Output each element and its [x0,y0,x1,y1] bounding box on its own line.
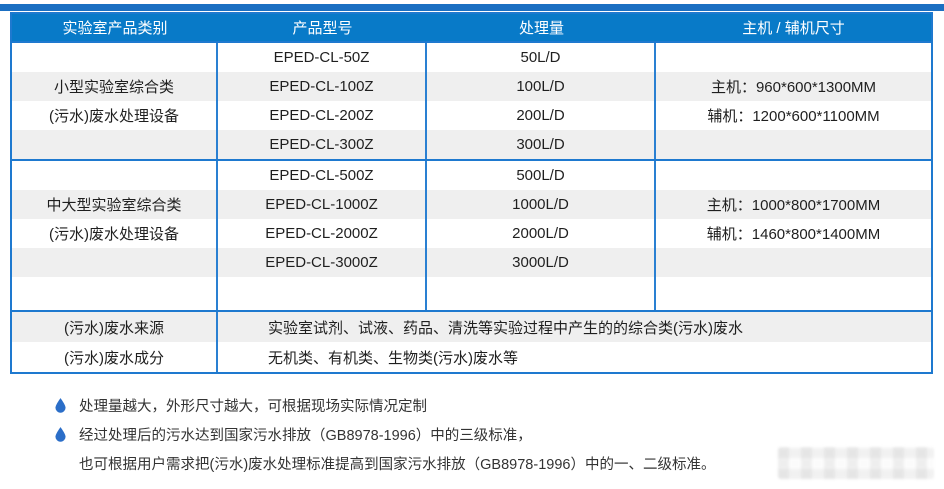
size-cell: 主机：1000*800*1700MM [706,197,881,214]
table-row: (污水)废水处理设备 EPED-CL-200Z 200L/D 辅机：1200*6… [12,101,931,130]
model-cell: EPED-CL-500Z [218,161,427,190]
table-row: EPED-CL-50Z 50L/D [12,43,931,72]
table-row: (污水)废水处理设备 EPED-CL-2000Z 2000L/D 辅机：1460… [12,219,931,248]
capacity-cell: 50L/D [427,43,656,72]
note-text: 也可根据用户需求把(污水)废水处理标准提高到国家污水排放（GB8978-1996… [79,457,716,473]
table-group-midlarge-lab: EPED-CL-500Z 500L/D 中大型实验室综合类 EPED-CL-10… [12,159,931,310]
size-cell: 辅机：1200*600*1100MM [707,108,880,125]
header-cell-model: 产品型号 [292,20,353,37]
info-row-source: (污水)废水来源 实验室试剂、试液、药品、清洗等实验过程中产生的的综合类(污水)… [12,312,931,342]
category-cell: 中大型实验室综合类 [12,190,218,219]
model-cell: EPED-CL-3000Z [218,248,427,277]
capacity-cell: 200L/D [427,101,656,130]
category-cell: (污水)废水处理设备 [12,219,218,248]
model-cell [218,277,427,310]
top-decor-bar [0,4,944,11]
capacity-cell: 3000L/D [427,248,656,277]
droplet-icon [55,398,66,413]
capacity-cell: 2000L/D [427,219,656,248]
info-label: (污水)废水来源 [12,312,218,342]
header-cell-size: 主机 / 辅机尺寸 [742,20,845,37]
note-item-continuation: 也可根据用户需求把(污水)废水处理标准提高到国家污水排放（GB8978-1996… [55,449,915,478]
note-text: 经过处理后的污水达到国家污水排放（GB8978-1996）中的三级标准， [79,428,532,444]
capacity-cell: 500L/D [427,161,656,190]
info-row-composition: (污水)废水成分 无机类、有机类、生物类(污水)废水等 [12,342,931,372]
size-cell: 辅机：1460*800*1400MM [706,226,881,243]
table-info-section: (污水)废水来源 实验室试剂、试液、药品、清洗等实验过程中产生的的综合类(污水)… [12,310,931,372]
size-cell: 主机：960*600*1300MM [710,79,877,96]
model-cell: EPED-CL-2000Z [218,219,427,248]
model-cell: EPED-CL-50Z [218,43,427,72]
info-label: (污水)废水成分 [12,342,218,372]
category-cell: (污水)废水处理设备 [12,101,218,130]
blurred-watermark [778,447,934,479]
category-cell [12,161,218,190]
table-row: EPED-CL-500Z 500L/D [12,161,931,190]
category-cell [12,248,218,277]
model-cell: EPED-CL-1000Z [218,190,427,219]
droplet-icon [55,427,66,442]
note-text: 处理量越大，外形尺寸越大，可根据现场实际情况定制 [79,399,427,415]
category-cell: 小型实验室综合类 [12,72,218,101]
size-cell [656,248,931,277]
info-value: 实验室试剂、试液、药品、清洗等实验过程中产生的的综合类(污水)废水 [268,319,743,337]
table-row: 小型实验室综合类 EPED-CL-100Z 100L/D 主机：960*600*… [12,72,931,101]
table-row-empty [12,277,931,310]
note-item: 处理量越大，外形尺寸越大，可根据现场实际情况定制 [55,391,915,420]
model-cell: EPED-CL-100Z [218,72,427,101]
capacity-cell: 300L/D [427,130,656,159]
size-cell [656,130,931,159]
header-cell-category: 实验室产品类别 [62,20,168,37]
table-row: 中大型实验室综合类 EPED-CL-1000Z 1000L/D 主机：1000*… [12,190,931,219]
size-cell [656,277,931,310]
table-row: EPED-CL-300Z 300L/D [12,130,931,159]
size-cell [656,43,931,72]
size-cell [656,161,931,190]
product-spec-table: 实验室产品类别 产品型号 处理量 主机 / 辅机尺寸 EPED-CL-50Z 5… [10,12,933,374]
capacity-cell [427,277,656,310]
model-cell: EPED-CL-200Z [218,101,427,130]
table-row: EPED-CL-3000Z 3000L/D [12,248,931,277]
category-cell [12,277,218,310]
header-cell-capacity: 处理量 [518,20,564,37]
table-group-small-lab: EPED-CL-50Z 50L/D 小型实验室综合类 EPED-CL-100Z … [12,41,931,159]
category-cell [12,43,218,72]
capacity-cell: 100L/D [427,72,656,101]
note-item: 经过处理后的污水达到国家污水排放（GB8978-1996）中的三级标准， [55,420,915,449]
table-header-row: 实验室产品类别 产品型号 处理量 主机 / 辅机尺寸 [12,14,931,41]
capacity-cell: 1000L/D [427,190,656,219]
category-cell [12,130,218,159]
model-cell: EPED-CL-300Z [218,130,427,159]
footnotes: 处理量越大，外形尺寸越大，可根据现场实际情况定制 经过处理后的污水达到国家污水排… [55,391,915,478]
info-value: 无机类、有机类、生物类(污水)废水等 [268,349,518,367]
